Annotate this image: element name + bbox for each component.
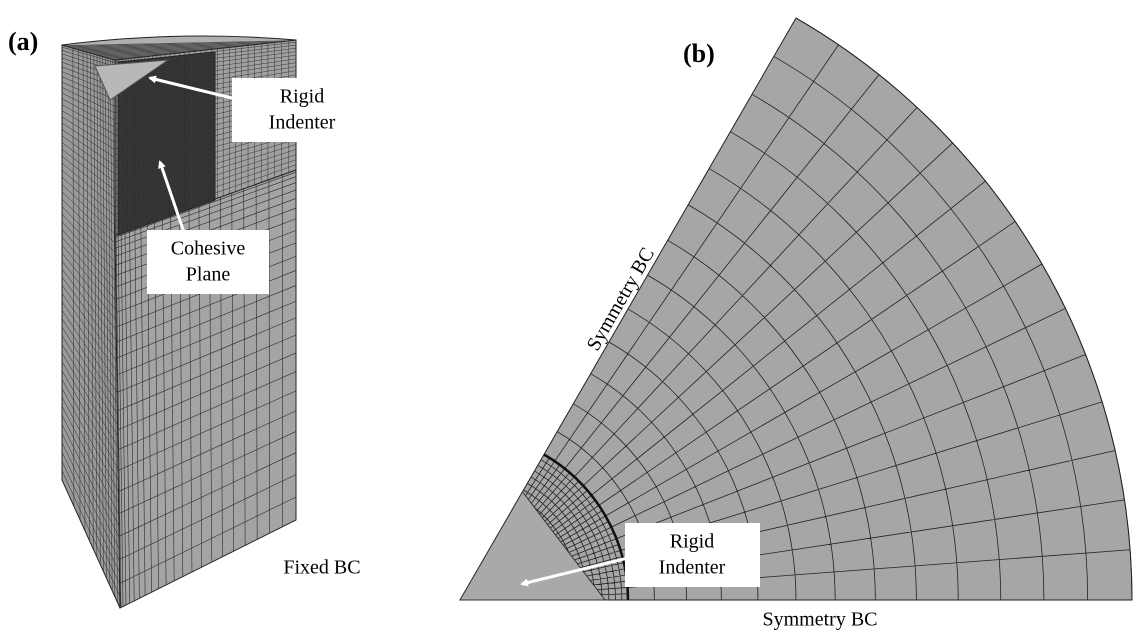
mesh-b [460,18,1132,600]
panel-label: (b) [683,39,715,68]
annotation: Cohesive [171,238,246,260]
annotation: Indenter [269,112,336,134]
figure: (a) (b) Rigid Indenter Cohesive Plane Fi… [0,0,1135,638]
panel-label: (a) [8,27,38,56]
annotation: Rigid [670,531,714,553]
annotation: Fixed BC [283,557,360,579]
annotation: Plane [186,264,231,286]
annotation: Indenter [659,557,726,579]
annotation: Rigid [280,86,324,108]
sector [460,18,1132,600]
annotation: Symmetry BC [762,609,877,631]
